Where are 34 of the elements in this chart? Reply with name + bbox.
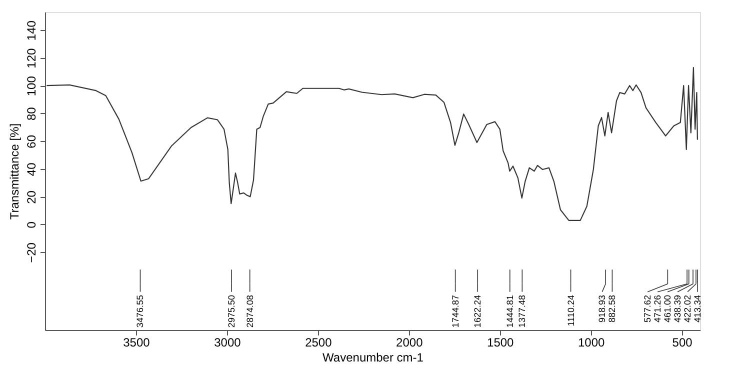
x-axis-title: Wavenumber cm-1 xyxy=(322,350,424,364)
x-tick-label: 2000 xyxy=(396,336,424,350)
annotation: 3476.55 xyxy=(135,295,146,328)
annotation: 2975.50 xyxy=(226,295,236,328)
annotation: 2874.08 xyxy=(244,295,255,328)
y-tick-label: −20 xyxy=(24,242,38,263)
y-tick-label: 40 xyxy=(24,162,38,176)
x-tick-label: 2500 xyxy=(305,336,332,350)
x-tick-label: 3500 xyxy=(123,336,150,350)
annotation: 461.00 xyxy=(662,295,673,323)
annotation: 1744.87 xyxy=(450,295,460,328)
y-tick-label: 140 xyxy=(24,20,38,41)
y-tick-label: 20 xyxy=(24,190,38,204)
y-axis-title: Transmittance [%] xyxy=(8,123,22,220)
annotation: 413.34 xyxy=(692,295,703,323)
x-tick-label: 1500 xyxy=(487,336,514,350)
annotation: 577.62 xyxy=(642,295,653,323)
x-tick-label: 1000 xyxy=(578,336,606,350)
annotation: 471.26 xyxy=(652,295,663,323)
annotation: 1444.81 xyxy=(504,295,515,328)
annotation: 1110.24 xyxy=(566,295,576,326)
annotation: 1622.24 xyxy=(472,295,483,328)
annotation: 438.39 xyxy=(672,295,683,323)
annotation: 918.93 xyxy=(597,295,608,323)
y-tick-label: 0 xyxy=(24,221,38,228)
x-tick-label: 500 xyxy=(672,336,693,350)
y-tick-label: 120 xyxy=(24,48,38,68)
y-tick-label: 100 xyxy=(24,76,38,96)
x-tick-label: 3000 xyxy=(214,336,242,350)
annotation: 882.58 xyxy=(607,295,618,323)
y-tick-label: 60 xyxy=(24,134,38,148)
annotation: 1377.48 xyxy=(517,295,528,328)
annotation: 422.02 xyxy=(682,295,693,323)
y-tick-label: 80 xyxy=(24,106,38,121)
